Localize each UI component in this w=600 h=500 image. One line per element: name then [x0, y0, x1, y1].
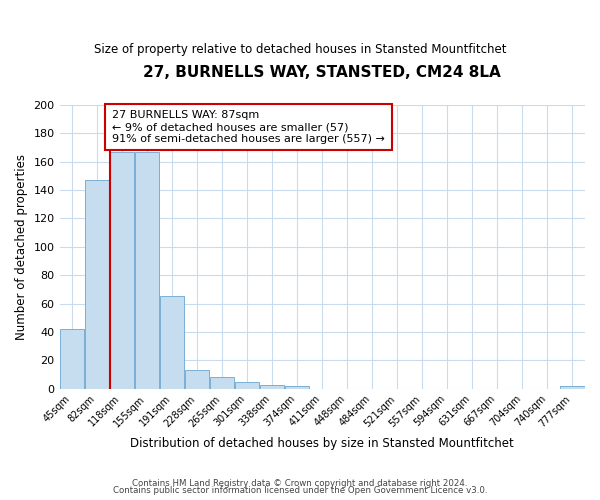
Bar [285, 386, 310, 389]
Bar [235, 382, 259, 389]
Text: Contains public sector information licensed under the Open Government Licence v3: Contains public sector information licen… [113, 486, 487, 495]
Bar [60, 329, 84, 389]
Title: 27, BURNELLS WAY, STANSTED, CM24 8LA: 27, BURNELLS WAY, STANSTED, CM24 8LA [143, 65, 501, 80]
Bar [185, 370, 209, 389]
Text: Size of property relative to detached houses in Stansted Mountfitchet: Size of property relative to detached ho… [94, 42, 506, 56]
Text: 27 BURNELLS WAY: 87sqm
← 9% of detached houses are smaller (57)
91% of semi-deta: 27 BURNELLS WAY: 87sqm ← 9% of detached … [112, 110, 385, 144]
Bar [210, 378, 235, 389]
Y-axis label: Number of detached properties: Number of detached properties [15, 154, 28, 340]
X-axis label: Distribution of detached houses by size in Stansted Mountfitchet: Distribution of detached houses by size … [130, 437, 514, 450]
Bar [135, 152, 159, 389]
Bar [160, 296, 184, 389]
Text: Contains HM Land Registry data © Crown copyright and database right 2024.: Contains HM Land Registry data © Crown c… [132, 478, 468, 488]
Bar [560, 386, 584, 389]
Bar [260, 384, 284, 389]
Bar [110, 152, 134, 389]
Bar [85, 180, 109, 389]
